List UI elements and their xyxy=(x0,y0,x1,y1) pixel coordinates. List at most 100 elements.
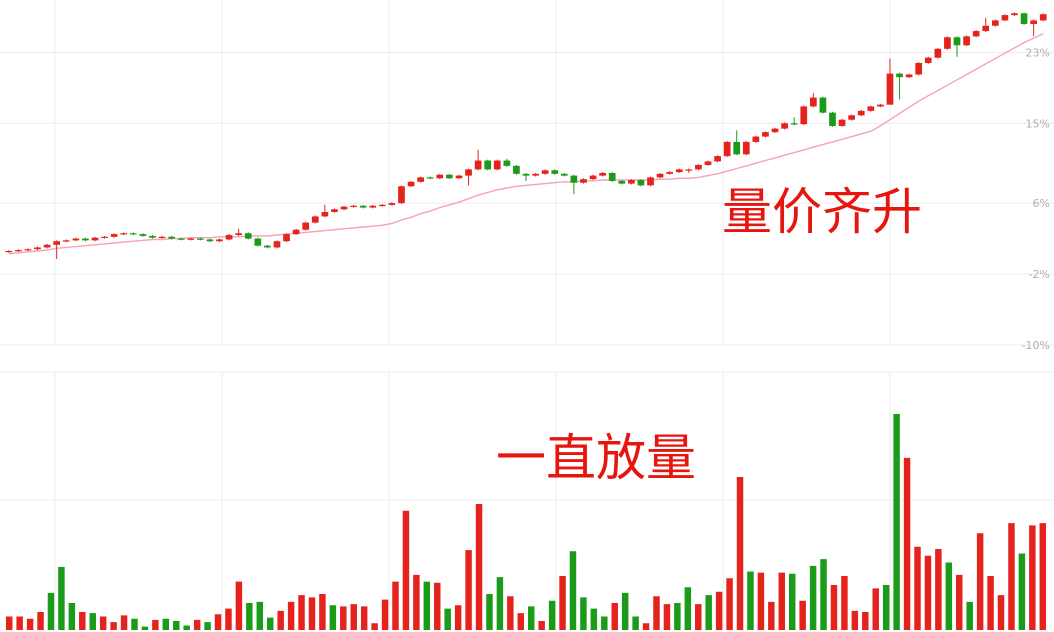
candle-body xyxy=(647,177,654,186)
volume-bar xyxy=(684,587,692,630)
candle-body xyxy=(896,73,903,78)
candle-body xyxy=(53,241,61,245)
candle-body xyxy=(34,247,41,250)
candle-body xyxy=(264,245,271,248)
volume-bar xyxy=(444,608,451,630)
candle-body xyxy=(196,238,204,240)
volume-bar xyxy=(16,616,23,630)
candle-body xyxy=(589,175,597,180)
candle-body xyxy=(455,175,463,179)
candle-body xyxy=(723,141,731,157)
candle-body xyxy=(800,106,808,125)
volume-annotation: 一直放量 xyxy=(496,429,696,487)
candle-body xyxy=(302,222,310,230)
volume-bar xyxy=(841,576,848,630)
volume-bar xyxy=(371,623,378,630)
candle-body xyxy=(5,250,13,253)
candle-body xyxy=(618,180,626,184)
candle-body xyxy=(465,169,472,176)
candle-body xyxy=(503,160,511,166)
candle-body xyxy=(963,36,970,46)
candle-body xyxy=(819,97,827,113)
volume-bar xyxy=(423,581,431,630)
candle-body xyxy=(982,25,990,32)
candle-body xyxy=(436,174,444,179)
candle-body xyxy=(244,233,252,239)
candle-body xyxy=(685,169,693,171)
candle-body xyxy=(905,74,913,78)
candle-body xyxy=(522,173,530,176)
volume-bar xyxy=(287,601,295,630)
candle-body xyxy=(1011,13,1018,16)
candle-body xyxy=(637,180,645,186)
candle-body xyxy=(560,173,568,176)
volume-bar xyxy=(434,582,441,630)
candle-body xyxy=(513,165,520,174)
volume-bar xyxy=(340,606,347,630)
candle-body xyxy=(570,175,578,183)
volume-bar xyxy=(402,510,410,630)
candle-body xyxy=(129,233,137,235)
candle-body xyxy=(829,112,836,126)
candle-body xyxy=(695,164,702,170)
volume-bar xyxy=(559,576,566,630)
candle-body xyxy=(388,203,396,205)
volume-bar xyxy=(475,504,483,630)
candle-body xyxy=(139,234,147,236)
volume-bar xyxy=(47,592,55,630)
volume-bar xyxy=(329,605,337,630)
candle-body xyxy=(1020,13,1028,24)
volume-bar xyxy=(225,608,232,630)
volume-bar xyxy=(266,617,274,630)
candle-body xyxy=(867,106,875,111)
volume-bar xyxy=(726,578,733,630)
price-annotation: 量价齐升 xyxy=(722,183,922,241)
volume-bar xyxy=(987,576,994,630)
volume-bar xyxy=(79,612,86,630)
volume-bar xyxy=(757,572,765,630)
candle-body xyxy=(216,239,223,242)
candle-body xyxy=(43,244,51,248)
volume-bar xyxy=(319,594,326,630)
candle-body xyxy=(972,31,980,37)
volume-bar xyxy=(674,603,681,630)
y-axis-ticks: 23% 15% 6% -2% -10% xyxy=(1022,46,1050,352)
volume-bar xyxy=(120,615,128,630)
candle-body xyxy=(350,205,357,207)
volume-bar xyxy=(663,604,671,630)
volume-bar xyxy=(569,551,577,630)
candle-body xyxy=(378,204,386,207)
volume-bar xyxy=(611,603,618,630)
candle-body xyxy=(225,235,233,240)
candle-body xyxy=(321,211,329,217)
candle-body xyxy=(235,233,243,236)
candle-body xyxy=(656,173,664,178)
volume-bar xyxy=(590,608,598,630)
volume-bar xyxy=(99,616,107,630)
candle-body xyxy=(675,169,683,173)
volume-bar xyxy=(1029,525,1036,630)
volume-bar xyxy=(548,600,556,630)
volume-bar xyxy=(580,597,587,630)
candle-body xyxy=(101,236,108,239)
candle-body xyxy=(369,205,377,208)
y-tick-label: 23% xyxy=(1026,46,1050,59)
volume-bar xyxy=(862,612,869,630)
volume-bar xyxy=(162,618,170,630)
volume-bar xyxy=(882,585,890,630)
candle-body xyxy=(340,206,348,210)
candle-body xyxy=(168,236,175,239)
candle-body xyxy=(714,156,721,162)
candle-body xyxy=(944,37,951,49)
candle-body xyxy=(991,20,999,26)
volume-bar xyxy=(1008,523,1015,630)
volume-bar xyxy=(715,591,723,630)
volume-bar xyxy=(204,622,211,630)
y-tick-label: -10% xyxy=(1022,339,1050,352)
volume-bar xyxy=(68,603,76,630)
volume-bar xyxy=(246,603,253,630)
candle-body xyxy=(666,172,674,174)
candle-body xyxy=(359,205,367,208)
